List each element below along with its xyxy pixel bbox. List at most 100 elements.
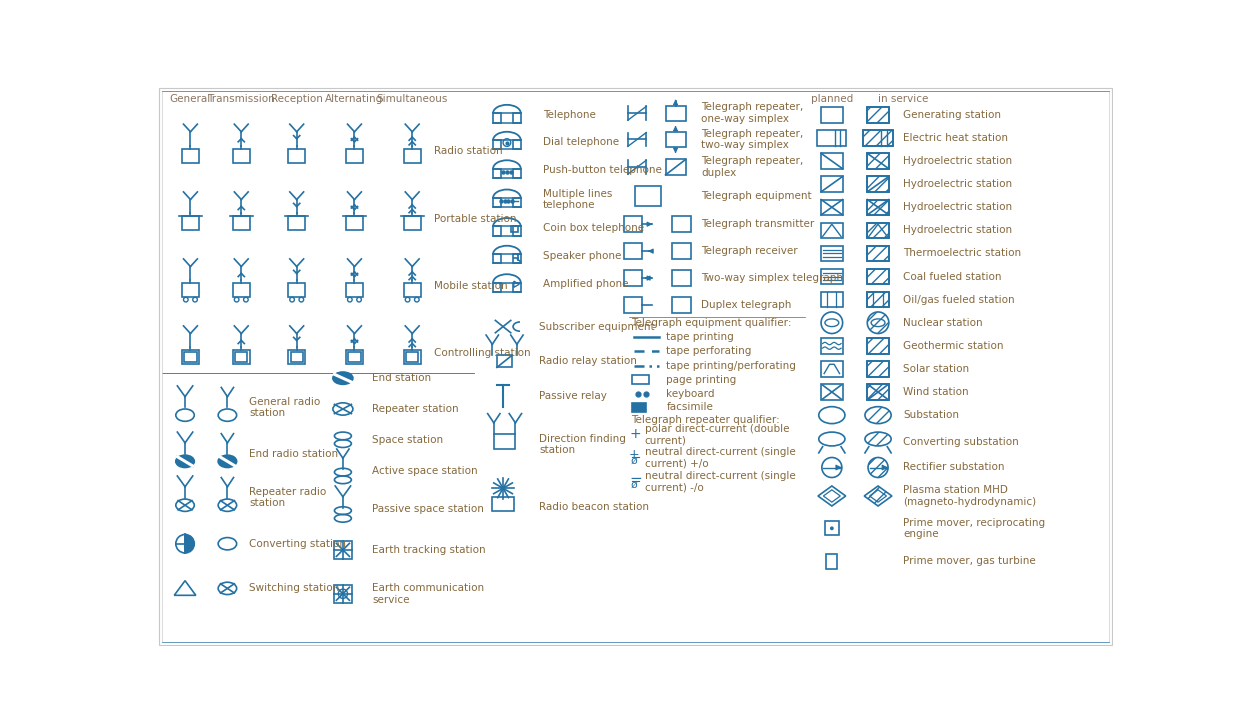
Text: Coin box telephone: Coin box telephone xyxy=(543,223,645,233)
Bar xyxy=(821,107,843,123)
Text: Passive relay: Passive relay xyxy=(539,391,608,401)
Bar xyxy=(821,269,843,285)
Text: Radio relay station: Radio relay station xyxy=(539,356,637,366)
Bar xyxy=(494,254,501,264)
Bar xyxy=(288,216,305,230)
Text: Amplified phone: Amplified phone xyxy=(543,280,629,289)
Bar xyxy=(821,153,843,168)
Bar xyxy=(867,245,889,261)
Text: Telegraph receiver: Telegraph receiver xyxy=(701,246,797,256)
Bar xyxy=(334,584,352,603)
Bar xyxy=(494,113,501,123)
Wedge shape xyxy=(185,534,195,553)
Text: Portable station: Portable station xyxy=(434,213,516,224)
Bar xyxy=(346,149,363,163)
Text: tape printing: tape printing xyxy=(666,332,734,342)
Bar xyxy=(182,283,198,298)
Text: Controlling station: Controlling station xyxy=(434,348,531,358)
Text: Space station: Space station xyxy=(372,435,443,445)
Text: Oil/gas fueled station: Oil/gas fueled station xyxy=(904,295,1016,305)
Bar xyxy=(236,352,248,362)
Bar xyxy=(867,292,889,307)
Bar xyxy=(513,198,521,207)
Text: Prime mover, gas turbine: Prime mover, gas turbine xyxy=(904,556,1037,566)
Text: Converting station: Converting station xyxy=(249,539,346,549)
Bar xyxy=(825,521,838,535)
Bar xyxy=(185,352,197,362)
Text: Geothermic station: Geothermic station xyxy=(904,340,1004,351)
Ellipse shape xyxy=(866,432,892,446)
Bar xyxy=(867,153,889,168)
Text: Hydroelectric station: Hydroelectric station xyxy=(904,179,1013,189)
Bar xyxy=(233,149,249,163)
Bar xyxy=(672,243,691,259)
Bar xyxy=(821,384,843,400)
Text: Telegraph equipment: Telegraph equipment xyxy=(701,191,811,200)
Bar xyxy=(182,216,198,230)
Bar xyxy=(624,243,642,259)
Bar xyxy=(513,140,521,150)
Bar xyxy=(867,153,889,168)
Bar xyxy=(348,352,361,362)
Bar xyxy=(867,176,889,192)
Bar xyxy=(672,270,691,286)
Text: Hydroelectric station: Hydroelectric station xyxy=(904,203,1013,212)
Text: page printing: page printing xyxy=(666,375,737,385)
Bar xyxy=(334,541,352,559)
Bar xyxy=(867,384,889,400)
Text: in service: in service xyxy=(878,94,929,105)
Bar xyxy=(233,351,249,364)
Bar xyxy=(867,338,889,354)
Text: tape printing/perforating: tape printing/perforating xyxy=(666,361,796,371)
Ellipse shape xyxy=(176,455,195,468)
Bar xyxy=(867,362,889,377)
Bar xyxy=(867,362,889,377)
Text: Prime mover, reciprocating
engine: Prime mover, reciprocating engine xyxy=(904,518,1045,539)
Bar xyxy=(821,362,843,377)
Bar xyxy=(863,130,893,146)
Bar xyxy=(867,292,889,307)
Bar xyxy=(624,298,642,313)
Bar xyxy=(513,254,521,264)
Ellipse shape xyxy=(866,407,892,423)
Bar xyxy=(867,107,889,123)
Text: General: General xyxy=(170,94,211,104)
Text: Repeater radio
station: Repeater radio station xyxy=(249,486,326,508)
Bar xyxy=(624,270,642,286)
Text: Speaker phone: Speaker phone xyxy=(543,250,621,261)
Bar xyxy=(817,130,847,146)
Bar xyxy=(233,283,249,298)
Bar xyxy=(867,107,889,123)
Text: Radio beacon station: Radio beacon station xyxy=(539,502,650,512)
Bar xyxy=(672,216,691,232)
Bar xyxy=(288,351,305,364)
Text: Nuclear station: Nuclear station xyxy=(904,318,983,327)
Ellipse shape xyxy=(332,372,353,384)
Bar xyxy=(494,198,501,207)
Text: +: + xyxy=(630,428,641,441)
Text: Telegraph repeater,
one-way simplex: Telegraph repeater, one-way simplex xyxy=(701,102,804,124)
Bar xyxy=(182,149,198,163)
Text: Telegraph repeater,
two-way simplex: Telegraph repeater, two-way simplex xyxy=(701,129,804,150)
Bar xyxy=(867,245,889,261)
Bar xyxy=(826,554,837,569)
Bar xyxy=(867,338,889,354)
Text: Coal fueled station: Coal fueled station xyxy=(904,272,1002,282)
Text: Hydroelectric station: Hydroelectric station xyxy=(904,225,1013,235)
Circle shape xyxy=(868,457,888,478)
Wedge shape xyxy=(176,534,185,553)
Bar xyxy=(513,168,521,178)
Bar xyxy=(821,176,843,192)
Text: Rectifier substation: Rectifier substation xyxy=(904,462,1004,473)
Text: Mobile station: Mobile station xyxy=(434,281,507,291)
Bar xyxy=(867,176,889,192)
Ellipse shape xyxy=(218,455,237,468)
Text: Telegraph equipment qualifier:: Telegraph equipment qualifier: xyxy=(631,318,791,327)
Text: Multiple lines
telephone: Multiple lines telephone xyxy=(543,189,613,211)
Text: End radio station: End radio station xyxy=(249,449,339,459)
Bar xyxy=(497,355,512,367)
Bar xyxy=(821,338,843,354)
Bar xyxy=(494,282,501,292)
Bar xyxy=(404,149,420,163)
Bar xyxy=(511,226,518,232)
